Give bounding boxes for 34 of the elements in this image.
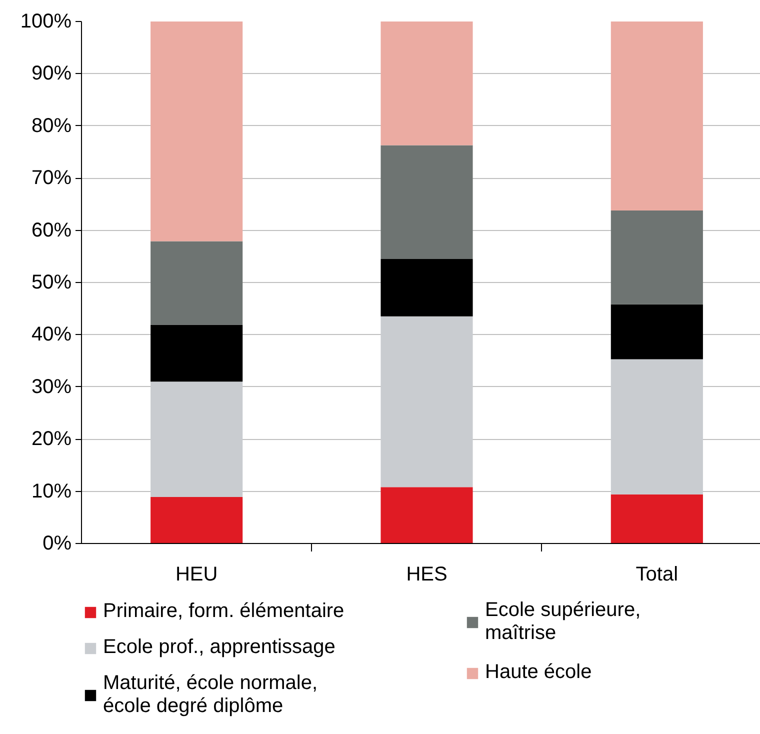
x-tick-label: HEU (175, 564, 218, 586)
y-tick-label: 100% (20, 10, 72, 32)
bar (150, 497, 243, 544)
bar (610, 304, 703, 360)
legend-label: Maturité, école normale, école degré diplôme (103, 672, 318, 718)
y-tick-label: 80% (31, 114, 72, 137)
bar (610, 22, 703, 210)
y-tick-label: 20% (31, 428, 72, 450)
legend-label: Haute école (485, 661, 592, 684)
bar (610, 359, 703, 494)
legend-label: Ecole supérieure, maîtrise (485, 599, 641, 645)
bar (380, 487, 473, 544)
y-tick-label: 70% (31, 167, 72, 190)
bar (610, 494, 703, 544)
y-tick-label: 10% (31, 480, 72, 502)
legend-label: Ecole prof., apprentissage (103, 636, 336, 659)
bar (150, 22, 243, 242)
y-tick-label: 60% (31, 219, 72, 242)
y-tick-label: 90% (31, 62, 72, 85)
bar (380, 259, 473, 316)
y-tick-label: 40% (31, 324, 72, 346)
bar (150, 382, 243, 498)
y-tick-label: 30% (31, 376, 72, 398)
bar (380, 316, 473, 488)
bar (380, 145, 473, 260)
x-tick-label: HES (406, 564, 448, 586)
y-tick-label: 50% (31, 272, 72, 294)
bar (610, 210, 703, 304)
legend-label: Primaire, form. élémentaire (103, 600, 344, 623)
y-tick-label: 0% (42, 532, 72, 554)
bar (380, 22, 473, 146)
bar (150, 324, 243, 382)
bar (150, 241, 243, 325)
x-tick-label: Total (636, 564, 678, 586)
